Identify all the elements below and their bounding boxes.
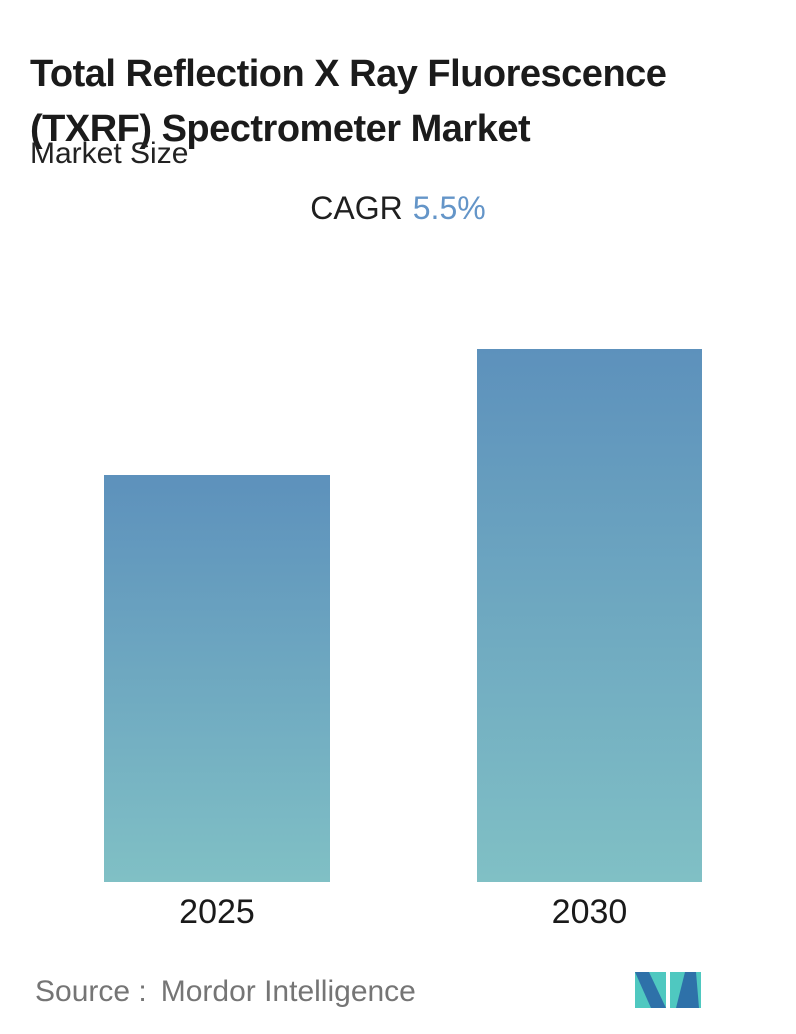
cagr-value: 5.5% (412, 190, 486, 226)
bar-2025 (104, 475, 330, 882)
mordor-intelligence-logo (635, 972, 701, 1008)
source-label: Source : (35, 975, 147, 1008)
bar-2030 (477, 349, 702, 882)
source-attribution: Source : Mordor Intelligence (35, 975, 416, 1009)
chart-subtitle: Market Size (30, 137, 189, 170)
page-title: Total Reflection X Ray Fluorescence (TXR… (30, 47, 770, 157)
x-axis-label-2030: 2030 (551, 893, 628, 931)
title-line-1: Total Reflection X Ray Fluorescence (30, 53, 667, 96)
cagr-annotation: CAGR 5.5% (0, 190, 796, 227)
title-line-2: (TXRF) Spectrometer Market (30, 108, 531, 151)
source-name: Mordor Intelligence (160, 975, 416, 1008)
x-axis-label-2025: 2025 (179, 893, 255, 931)
cagr-label: CAGR (310, 190, 403, 226)
